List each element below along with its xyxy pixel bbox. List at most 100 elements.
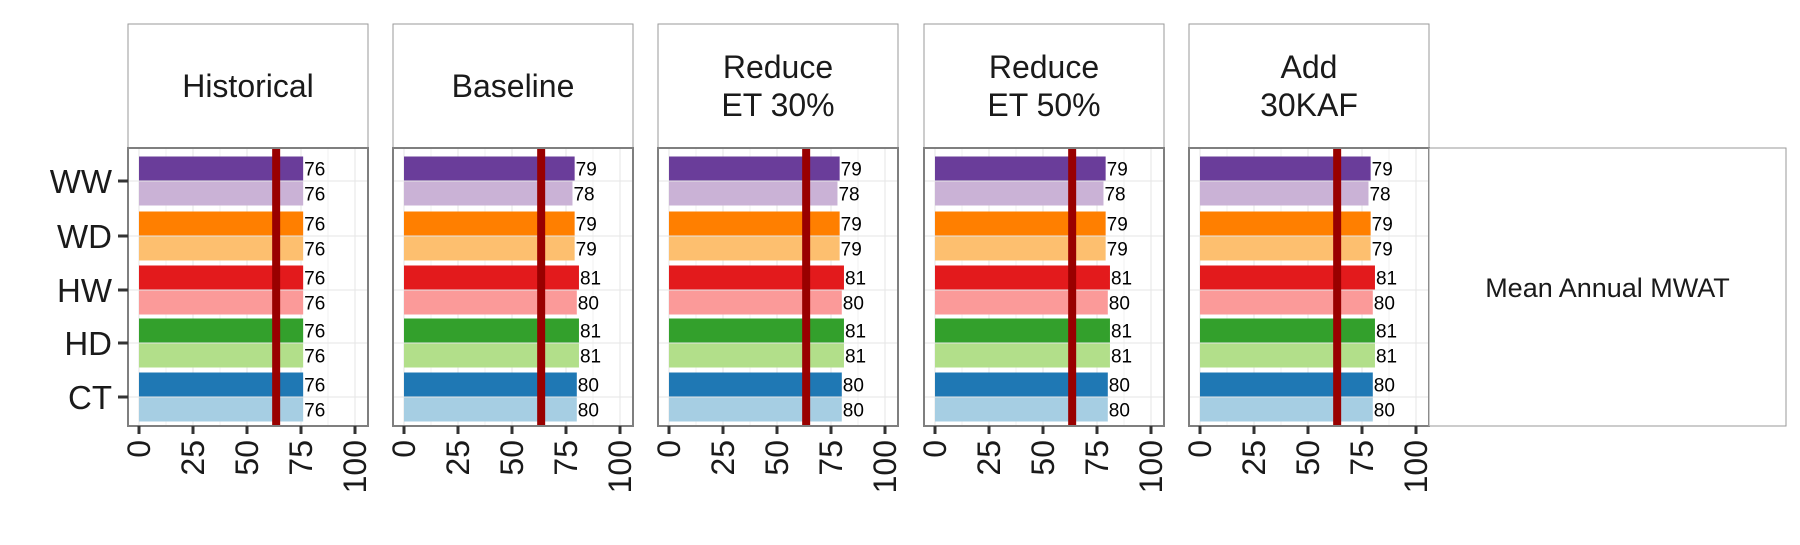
data-label: 76 [304,215,325,236]
x-tick-label: 0 [1182,440,1218,458]
data-label: 81 [1111,347,1132,368]
bar-ct [669,397,842,422]
bar-ww [669,181,838,206]
bar-ww [1200,156,1371,181]
data-label: 80 [578,376,599,397]
reference-line [1333,148,1342,426]
x-tick-label: 0 [651,440,687,458]
facet-strip [392,23,634,149]
x-tick-label: 100 [1398,440,1434,493]
bar-wd [669,211,840,236]
data-label: 76 [304,240,325,261]
facet-strip [923,23,1165,149]
facet-title: Reduce [989,49,1099,85]
data-label: 79 [576,240,597,261]
data-label: 80 [843,294,864,315]
row-facet-strip [1428,147,1787,427]
bar-ct [669,372,842,397]
x-tick-label: 100 [867,440,903,493]
x-tick-label: 50 [494,440,530,476]
data-label: 81 [1111,269,1132,290]
bar-hw [1200,265,1375,290]
y-tick-label: WD [57,218,112,255]
data-label: 80 [843,376,864,397]
x-tick-label: 25 [440,440,476,476]
x-tick-label: 75 [548,440,584,476]
bar-hw [669,265,844,290]
bar-hd [404,318,579,343]
facet-title: ET 30% [721,87,834,123]
bar-ww [935,156,1106,181]
data-label: 78 [1104,185,1125,206]
data-label: 81 [1376,322,1397,343]
x-tick-label: 25 [1236,440,1272,476]
data-label: 81 [580,347,601,368]
data-label: 79 [1107,215,1128,236]
bar-ct [935,372,1108,397]
x-tick-label: 75 [1344,440,1380,476]
x-tick-label: 50 [1025,440,1061,476]
data-label: 79 [841,215,862,236]
y-tick-label: HD [64,325,112,362]
data-label: 78 [1369,185,1390,206]
bar-ct [935,397,1108,422]
data-label: 80 [1374,401,1395,422]
data-label: 81 [580,322,601,343]
facet-title: 30KAF [1260,87,1358,123]
data-label: 79 [1372,240,1393,261]
reference-line [537,148,546,426]
y-tick-label: CT [68,379,112,416]
bar-ct [1200,372,1373,397]
reference-line [272,148,281,426]
bar-wd [404,211,575,236]
bar-hd [935,318,1110,343]
bar-wd [935,236,1106,261]
data-label: 79 [1372,215,1393,236]
reference-line [802,148,811,426]
data-label: 79 [841,160,862,181]
data-label: 80 [1109,401,1130,422]
facet-title: Reduce [723,49,833,85]
y-tick-label: HW [57,272,113,309]
data-label: 78 [573,185,594,206]
bar-wd [404,236,575,261]
data-label: 76 [304,401,325,422]
x-tick-label: 0 [121,440,157,458]
data-label: 76 [304,322,325,343]
bar-hd [669,343,844,368]
data-label: 76 [304,269,325,290]
x-tick-label: 50 [229,440,265,476]
bar-hw [1200,290,1373,315]
bar-ww [404,156,575,181]
data-label: 81 [845,269,866,290]
bar-hd [1200,343,1375,368]
facet-strip [1188,23,1430,149]
data-label: 80 [843,401,864,422]
bar-hw [404,290,577,315]
facet-title: Baseline [452,68,575,104]
data-label: 79 [1107,240,1128,261]
data-label: 79 [576,160,597,181]
data-label: 80 [1374,294,1395,315]
data-label: 80 [1109,294,1130,315]
data-label: 78 [838,185,859,206]
data-label: 76 [304,160,325,181]
bar-hd [1200,318,1375,343]
data-label: 76 [304,294,325,315]
x-tick-label: 100 [1133,440,1169,493]
row-facet-label: Mean Annual MWAT [1485,273,1730,303]
x-tick-label: 100 [602,440,638,493]
bar-ww [669,156,840,181]
bar-hw [404,265,579,290]
data-label: 79 [1107,160,1128,181]
x-tick-label: 75 [813,440,849,476]
data-label: 81 [845,322,866,343]
x-tick-label: 75 [283,440,319,476]
bar-wd [935,211,1106,236]
facet-title: Add [1281,49,1338,85]
data-label: 76 [304,185,325,206]
data-label: 81 [1376,347,1397,368]
bar-wd [1200,211,1371,236]
bar-ww [935,181,1104,206]
